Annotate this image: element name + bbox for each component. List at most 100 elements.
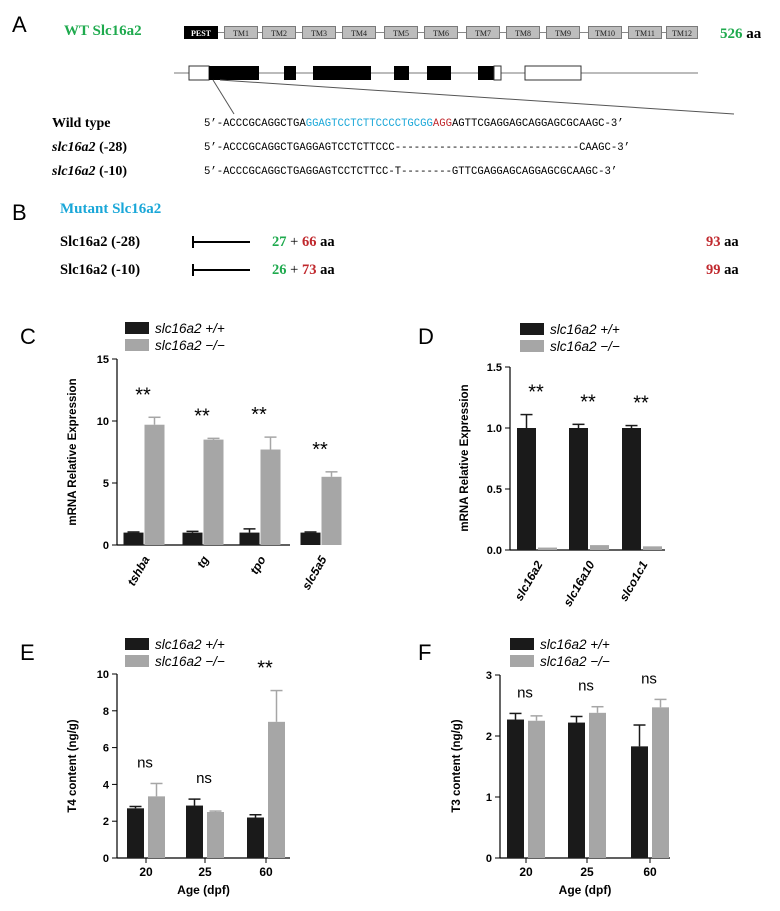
exon-3 (313, 66, 371, 80)
chart-d-ytick-label: 1.0 (487, 423, 502, 435)
mutant-row-10-start-bar (192, 264, 194, 276)
chart-f-ylabel: T3 content (ng/g) (451, 719, 463, 812)
wt-protein-length: 526 aa (720, 26, 761, 43)
mutant-row-10-total-value: 99 (706, 262, 721, 278)
seq-label-wild-type: Wild type (52, 116, 111, 131)
mutant-row-10-wt-part: 26 (272, 262, 287, 278)
legend-d-wt-swatch (520, 323, 544, 335)
chart-f-bar-ko (528, 720, 545, 858)
chart-e-xlabel: Age (dpf) (177, 883, 230, 897)
legend-e-wt-label: slc16a2 +/+ (155, 637, 225, 652)
chart-d-xtick-label: slco1c1 (616, 558, 650, 603)
chart-e-significance: ns (137, 754, 153, 771)
chart-c-bar-ko (260, 449, 281, 545)
domain-tm12: TM12 (666, 26, 698, 39)
legend-e-wt-swatch (125, 638, 149, 650)
mutant-row-28-total-value: 93 (706, 234, 721, 250)
chart-e-bar-ko (207, 812, 224, 858)
wt-protein-title: WT Slc16a2 (64, 23, 142, 39)
domain-tm11: TM11 (628, 26, 662, 39)
zoom-line-left (212, 79, 235, 115)
legend-c-wt-label: slc16a2 +/+ (155, 321, 225, 336)
chart-c-ytick-label: 5 (103, 478, 109, 490)
chart-d-xtick-label: slc16a2 (512, 558, 546, 603)
chart-d-significance: ** (580, 391, 596, 413)
chart-c-xtick-label: tshba (124, 553, 152, 588)
mutant-row-28-plus: + (290, 234, 299, 250)
chart-e-bar-wt (127, 808, 144, 858)
seq-label-mut10-gene: slc16a2 (52, 164, 96, 179)
chart-e-ytick-label: 8 (103, 706, 109, 718)
chart-d-xtick-label: slc16a10 (560, 558, 597, 609)
legend-c-ko-swatch (125, 339, 149, 351)
domain-tm3: TM3 (302, 26, 336, 39)
chart-f-ytick-label: 2 (486, 731, 492, 743)
mutant-row-28-start-bar (192, 236, 194, 248)
chart-c-ylabel: mRNA Relative Expression (67, 378, 79, 525)
exon-4 (394, 66, 409, 80)
chart-e-xtick-label: 20 (139, 865, 153, 879)
legend-c-ko-label: slc16a2 −/− (155, 338, 225, 353)
mutant-row-10-protein-line (194, 269, 250, 271)
seq-wt-pam: AGG (432, 118, 452, 130)
seq-wild-type: 5’-ACCCGCAGGCTGAGGAGTCCTCTTCCCCTGCGGAGGA… (204, 118, 624, 130)
chart-c-xtick-label: tg (194, 553, 212, 570)
wt-protein-length-value: 526 (720, 26, 743, 42)
exon-6 (478, 66, 494, 80)
panel-c-letter: C (20, 324, 36, 349)
chart-f-xtick-label: 25 (580, 865, 594, 879)
legend-f-ko-label: slc16a2 −/− (540, 654, 610, 669)
mutant-row-28-fs-part: 66 (301, 234, 317, 250)
chart-d-ytick-label: 1.5 (487, 362, 502, 374)
mutant-row-label-10: Slc16a2 (-10) (60, 262, 141, 278)
chart-f-significance: ns (578, 678, 594, 695)
chart-f-significance: ns (517, 684, 533, 701)
domain-tm2: TM2 (262, 26, 296, 39)
chart-d-ylabel: mRNA Relative Expression (459, 384, 471, 531)
chart-f-bar-wt (631, 746, 648, 858)
chart-f-ytick-label: 1 (486, 792, 492, 804)
wt-protein-domain-map: PEST TM1 TM2 TM3 TM4 TM5 TM6 TM7 TM8 TM9 TM10 TM11 T… (184, 23, 704, 43)
mutant-row-10-plus: + (290, 262, 299, 278)
legend-f-wt-label: slc16a2 +/+ (540, 637, 610, 652)
chart-e-bar-wt (247, 817, 264, 858)
panel-f-letter: F (418, 640, 431, 665)
chart-f-bar-wt (507, 719, 524, 858)
chart-e-ytick-label: 6 (103, 743, 109, 755)
chart-c-bar-wt (239, 532, 260, 545)
domain-tm5: TM5 (384, 26, 418, 39)
chart-c-bar-ko (203, 439, 224, 545)
chart-c-bar-ko (321, 476, 342, 545)
chart-e-bar-wt (186, 805, 203, 858)
seq-label-mut28: slc16a2 (-28) (52, 140, 127, 156)
domain-tm7: TM7 (466, 26, 500, 39)
mutant-row-10-unit: aa (320, 262, 335, 278)
seq-wt-target: GGAGTCCTCTTCCCCTGCGG (305, 118, 433, 130)
mutant-row-28-length: 27 + 66 aa (272, 234, 335, 251)
chart-f-bar-ko (589, 712, 606, 858)
chart-e-significance: ns (196, 770, 212, 787)
chart-c-bar-wt (300, 532, 321, 545)
legend-f-wt-swatch (510, 638, 534, 650)
chart-e-ytick-label: 4 (103, 779, 110, 791)
legend-d-ko-swatch (520, 340, 544, 352)
legend-d-wt-label: slc16a2 +/+ (550, 322, 620, 337)
chart-d-bar-ko (538, 547, 557, 550)
mutant-row-28-unit: aa (320, 234, 335, 250)
chart-f-bar-wt (568, 722, 585, 858)
panel-e-letter: E (20, 640, 35, 665)
chart-c-ytick-label: 0 (103, 540, 109, 552)
mutant-row-10-total: 99 aa (706, 262, 739, 279)
exon-6-utr (493, 65, 502, 81)
chart-c-significance: ** (312, 439, 328, 461)
chart-e-ylabel: T4 content (ng/g) (67, 719, 79, 812)
chart-f-xtick-label: 20 (519, 865, 533, 879)
mutant-row-28-wt-part: 27 (272, 234, 287, 250)
mutant-row-10-total-unit: aa (724, 262, 739, 278)
chart-d-bar-wt (517, 428, 536, 550)
legend-c-wt-swatch (125, 322, 149, 334)
gene-structure-diagram (174, 65, 735, 115)
seq-wt-suffix: AGTTCGAGGAGCAGGAGCGCAAGC-3’ (451, 118, 624, 130)
chart-e-ytick-label: 0 (103, 853, 109, 865)
domain-tm6: TM6 (424, 26, 458, 39)
